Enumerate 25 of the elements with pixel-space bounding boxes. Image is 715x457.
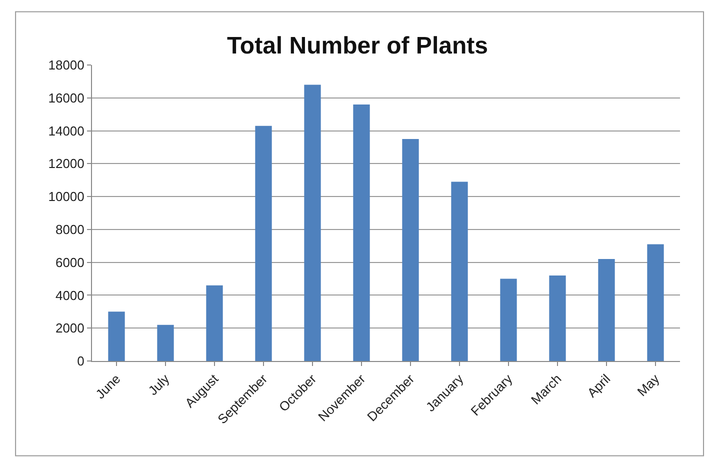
y-tick-label: 10000 [48, 189, 84, 204]
bar [451, 182, 468, 361]
bar [549, 275, 566, 361]
bar [304, 84, 321, 361]
bar [500, 278, 517, 361]
y-tick-label: 0 [77, 354, 84, 369]
x-tick-label: May [634, 370, 663, 400]
bar [647, 244, 664, 361]
bar [206, 285, 223, 361]
bar [402, 139, 419, 361]
bar [598, 259, 615, 361]
bar [157, 324, 174, 361]
y-tick-label: 6000 [55, 254, 84, 270]
bar [108, 312, 125, 361]
x-tick-label: July [145, 370, 173, 398]
bar [255, 126, 272, 361]
bar [353, 104, 370, 361]
chart-title: Total Number of Plants [227, 32, 488, 60]
y-tick-label: 12000 [48, 156, 84, 172]
y-tick-label: 8000 [55, 222, 84, 237]
y-tick-label: 14000 [48, 123, 84, 138]
y-tick-label: 16000 [48, 90, 84, 106]
y-tick-label: 2000 [55, 320, 84, 336]
y-tick-label: 18000 [48, 58, 84, 73]
y-tick-label: 4000 [55, 288, 84, 303]
